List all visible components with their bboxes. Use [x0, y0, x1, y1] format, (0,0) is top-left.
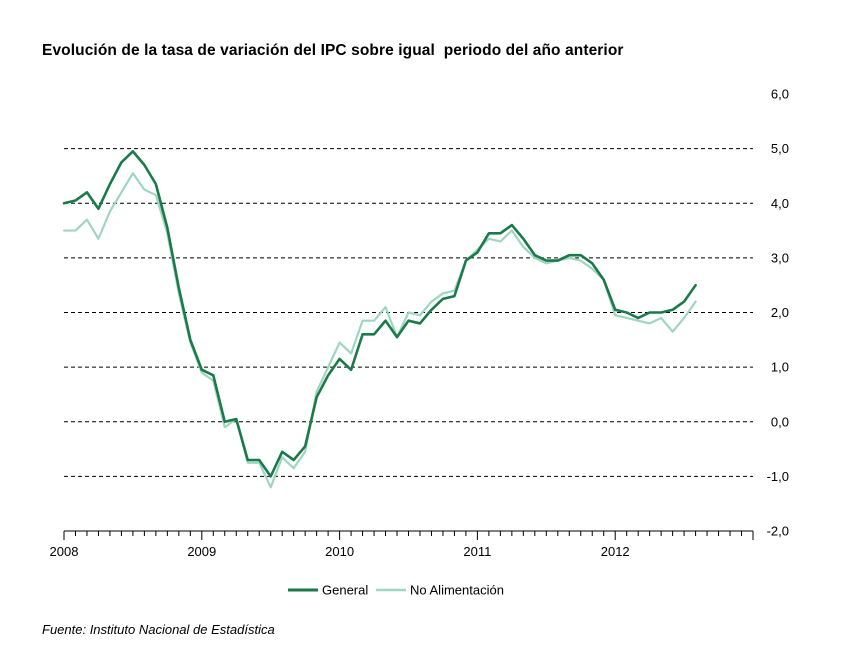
legend-label: General [322, 583, 368, 598]
y-axis-labels: 6,0 5,0 4,0 3,0 2,0 1,0 0,0 -1,0 -2,0 [767, 87, 789, 539]
chart-title: Evolución de la tasa de variación del IP… [42, 42, 624, 59]
y-tick-label: -2,0 [767, 524, 789, 539]
x-axis: 2008 2009 2010 2011 2012 [50, 530, 754, 559]
x-tick-label: 2011 [463, 544, 491, 559]
y-tick-label: 2,0 [771, 305, 789, 320]
source-note: Fuente: Instituto Nacional de Estadístic… [42, 622, 275, 637]
legend: General No Alimentación [288, 583, 504, 598]
y-tick-label: 3,0 [771, 250, 789, 265]
y-tick-label: 5,0 [771, 141, 789, 156]
y-tick-label: 0,0 [771, 414, 789, 429]
x-tick-label: 2009 [187, 544, 216, 559]
x-tick-label: 2012 [601, 544, 630, 559]
x-tick-label: 2010 [325, 544, 354, 559]
y-tick-label: 4,0 [771, 196, 789, 211]
y-tick-label: -1,0 [767, 469, 789, 484]
y-tick-label: 1,0 [771, 360, 789, 375]
series-lines [62, 150, 697, 489]
x-tick-label: 2008 [50, 544, 79, 559]
legend-label: No Alimentación [410, 583, 504, 598]
y-tick-label: 6,0 [771, 87, 789, 102]
series-line-general [62, 150, 697, 478]
series-line-no-alimentacion [62, 172, 697, 489]
